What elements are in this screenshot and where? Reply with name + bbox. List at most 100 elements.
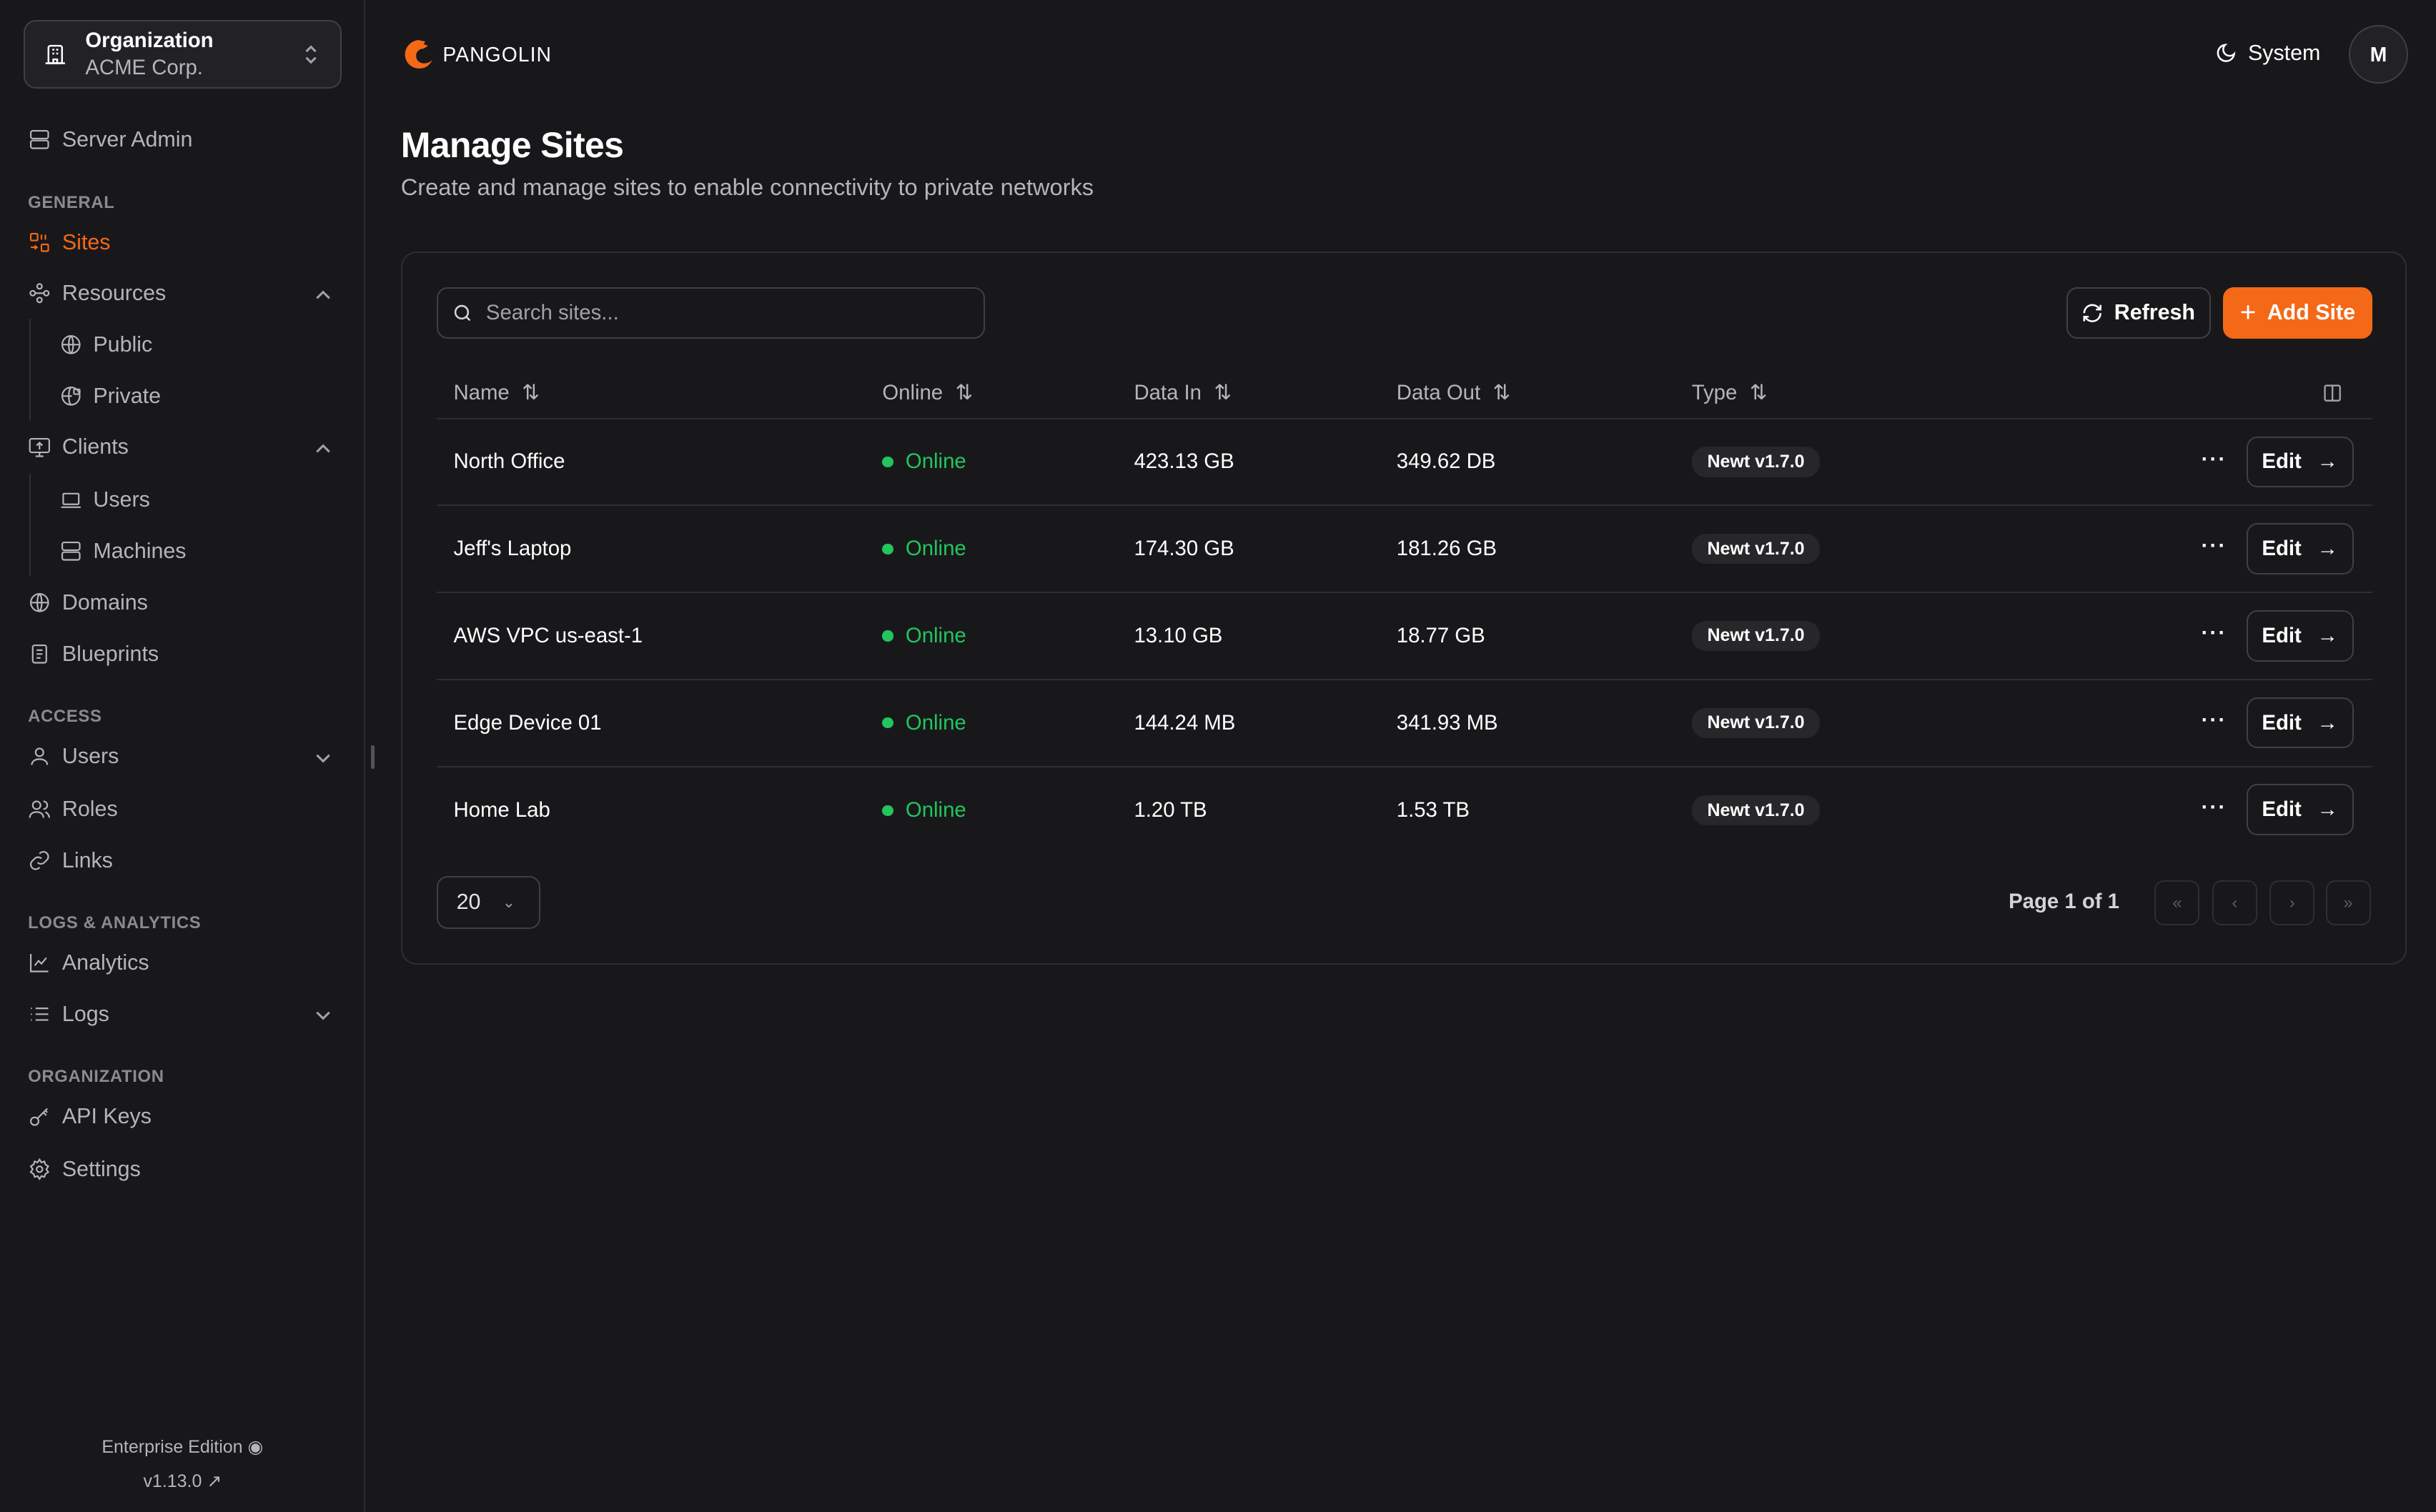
- sidebar-item-server-admin[interactable]: Server Admin: [28, 123, 192, 157]
- sidebar-item-api-keys[interactable]: API Keys: [28, 1100, 152, 1134]
- more-actions-icon[interactable]: ···: [2201, 795, 2227, 819]
- columns-toggle-button[interactable]: [2322, 368, 2342, 418]
- sidebar-item-resources[interactable]: Resources: [28, 277, 166, 311]
- search-input[interactable]: [485, 300, 952, 325]
- sites-card: Refresh + Add Site Name ⇅ Online ⇅ Data In…: [400, 252, 2407, 965]
- sidebar-item-label: Roles: [61, 796, 118, 821]
- edit-button[interactable]: Edit →: [2246, 784, 2354, 836]
- column-online[interactable]: Online ⇅: [882, 368, 973, 418]
- edit-button[interactable]: Edit →: [2246, 697, 2354, 749]
- first-page-button[interactable]: «: [2154, 880, 2200, 926]
- org-selector[interactable]: Organization ACME Corp.: [23, 20, 342, 89]
- column-label: Online: [882, 380, 944, 404]
- chevrons-up-down-icon: [305, 44, 317, 64]
- edition-info[interactable]: Enterprise Edition ◉: [0, 1436, 365, 1458]
- sidebar-item-roles[interactable]: Roles: [28, 792, 118, 826]
- page-subtitle: Create and manage sites to enable connec…: [400, 174, 1094, 201]
- sidebar-item-domains[interactable]: Domains: [28, 585, 148, 620]
- more-actions-icon[interactable]: ···: [2201, 534, 2227, 558]
- sidebar-item-label: Logs: [61, 1001, 109, 1026]
- add-site-button[interactable]: + Add Site: [2223, 287, 2372, 339]
- status-dot: [882, 456, 893, 468]
- sidebar-item-label: Sites: [61, 229, 111, 254]
- sidebar-item-label: Analytics: [61, 950, 149, 975]
- sidebar-item-label: Users: [93, 487, 150, 512]
- sidebar-item-blueprints[interactable]: Blueprints: [28, 637, 159, 671]
- section-access: ACCESS: [28, 706, 102, 726]
- refresh-button[interactable]: Refresh: [2066, 287, 2211, 339]
- edit-button[interactable]: Edit →: [2246, 523, 2354, 575]
- sidebar-item-clients[interactable]: Clients: [28, 430, 129, 464]
- plus-icon: +: [2239, 297, 2257, 328]
- sidebar-resize-handle[interactable]: [371, 745, 375, 769]
- chevron-down-icon[interactable]: [314, 1006, 332, 1025]
- column-label: Data Out: [1396, 380, 1481, 404]
- sidebar-item-public[interactable]: Public: [59, 328, 152, 362]
- next-page-button[interactable]: ›: [2269, 880, 2315, 926]
- status-dot: [882, 630, 893, 642]
- site-name: Jeff's Laptop: [453, 537, 572, 561]
- more-actions-icon[interactable]: ···: [2201, 621, 2227, 645]
- table-row: North Office Online 423.13 GB 349.62 DB …: [436, 419, 2372, 507]
- theme-toggle[interactable]: System: [2215, 41, 2320, 66]
- sidebar-item-label: Settings: [61, 1157, 141, 1182]
- globe-icon: [30, 592, 49, 612]
- column-label: Data In: [1134, 380, 1202, 404]
- table-row: Jeff's Laptop Online 174.30 GB 181.26 GB…: [436, 506, 2372, 594]
- version-label: v1.13.0: [143, 1471, 202, 1492]
- file-text-icon: [31, 644, 47, 664]
- sidebar-item-label: Resources: [61, 281, 167, 306]
- chevron-down-icon: ⌄: [502, 892, 516, 911]
- section-organization: ORGANIZATION: [28, 1067, 164, 1087]
- workflow-icon: [29, 283, 50, 304]
- data-in: 423.13 GB: [1134, 449, 1234, 474]
- sidebar-item-users[interactable]: Users: [59, 483, 150, 517]
- chevron-down-icon[interactable]: [314, 749, 332, 767]
- org-name: ACME Corp.: [85, 56, 203, 80]
- column-name[interactable]: Name ⇅: [453, 368, 539, 418]
- page-title: Manage Sites: [400, 124, 624, 165]
- version-link[interactable]: v1.13.0 ↗: [0, 1471, 365, 1492]
- sidebar-item-label: Clients: [61, 434, 129, 459]
- sidebar-item-private[interactable]: Private: [59, 379, 161, 413]
- status-badge: Online: [882, 711, 966, 735]
- tree-line: [29, 473, 31, 577]
- sidebar-item-links[interactable]: Links: [28, 843, 113, 877]
- avatar[interactable]: M: [2349, 24, 2408, 84]
- search-field[interactable]: [436, 287, 985, 339]
- column-data-in[interactable]: Data In ⇅: [1134, 368, 1232, 418]
- edit-button[interactable]: Edit →: [2246, 436, 2354, 488]
- sidebar-item-access-users[interactable]: Users: [28, 740, 119, 774]
- section-logs: LOGS & ANALYTICS: [28, 913, 202, 932]
- edit-button[interactable]: Edit →: [2246, 610, 2354, 662]
- arrow-right-icon: →: [2317, 710, 2338, 735]
- sidebar-item-machines[interactable]: Machines: [59, 534, 187, 569]
- sidebar-item-settings[interactable]: Settings: [28, 1153, 141, 1187]
- prev-page-button[interactable]: ‹: [2212, 880, 2257, 926]
- chevrons-left-icon: «: [2172, 892, 2182, 912]
- data-out: 349.62 DB: [1396, 449, 1496, 474]
- sidebar-item-logs[interactable]: Logs: [28, 997, 109, 1031]
- page-size-select[interactable]: 20 ⌄: [436, 875, 541, 929]
- globe-icon: [61, 335, 81, 354]
- page-size-value: 20: [456, 890, 481, 915]
- sidebar-item-sites[interactable]: Sites: [28, 225, 111, 259]
- column-data-out[interactable]: Data Out ⇅: [1397, 368, 1510, 418]
- edition-label: Enterprise Edition: [102, 1437, 243, 1458]
- status-badge: Online: [882, 537, 966, 561]
- data-in: 1.20 TB: [1134, 798, 1207, 822]
- chevron-up-icon[interactable]: [314, 286, 332, 304]
- column-type[interactable]: Type ⇅: [1692, 368, 1768, 418]
- chevron-up-icon[interactable]: [314, 439, 332, 458]
- sidebar-item-label: Server Admin: [61, 127, 193, 152]
- globe-lock-icon: [61, 386, 81, 406]
- sidebar-item-analytics[interactable]: Analytics: [28, 946, 149, 980]
- table-header: Name ⇅ Online ⇅ Data In ⇅ Data Out ⇅ Type ⇅: [436, 368, 2372, 419]
- brand-name: PANGOLIN: [442, 42, 553, 66]
- last-page-button[interactable]: »: [2325, 880, 2371, 926]
- more-actions-icon[interactable]: ···: [2201, 447, 2227, 471]
- data-in: 174.30 GB: [1134, 537, 1234, 561]
- more-actions-icon[interactable]: ···: [2201, 707, 2227, 732]
- table-row: Edge Device 01 Online 144.24 MB 341.93 M…: [436, 680, 2372, 767]
- brand-logo[interactable]: PANGOLIN: [401, 37, 552, 71]
